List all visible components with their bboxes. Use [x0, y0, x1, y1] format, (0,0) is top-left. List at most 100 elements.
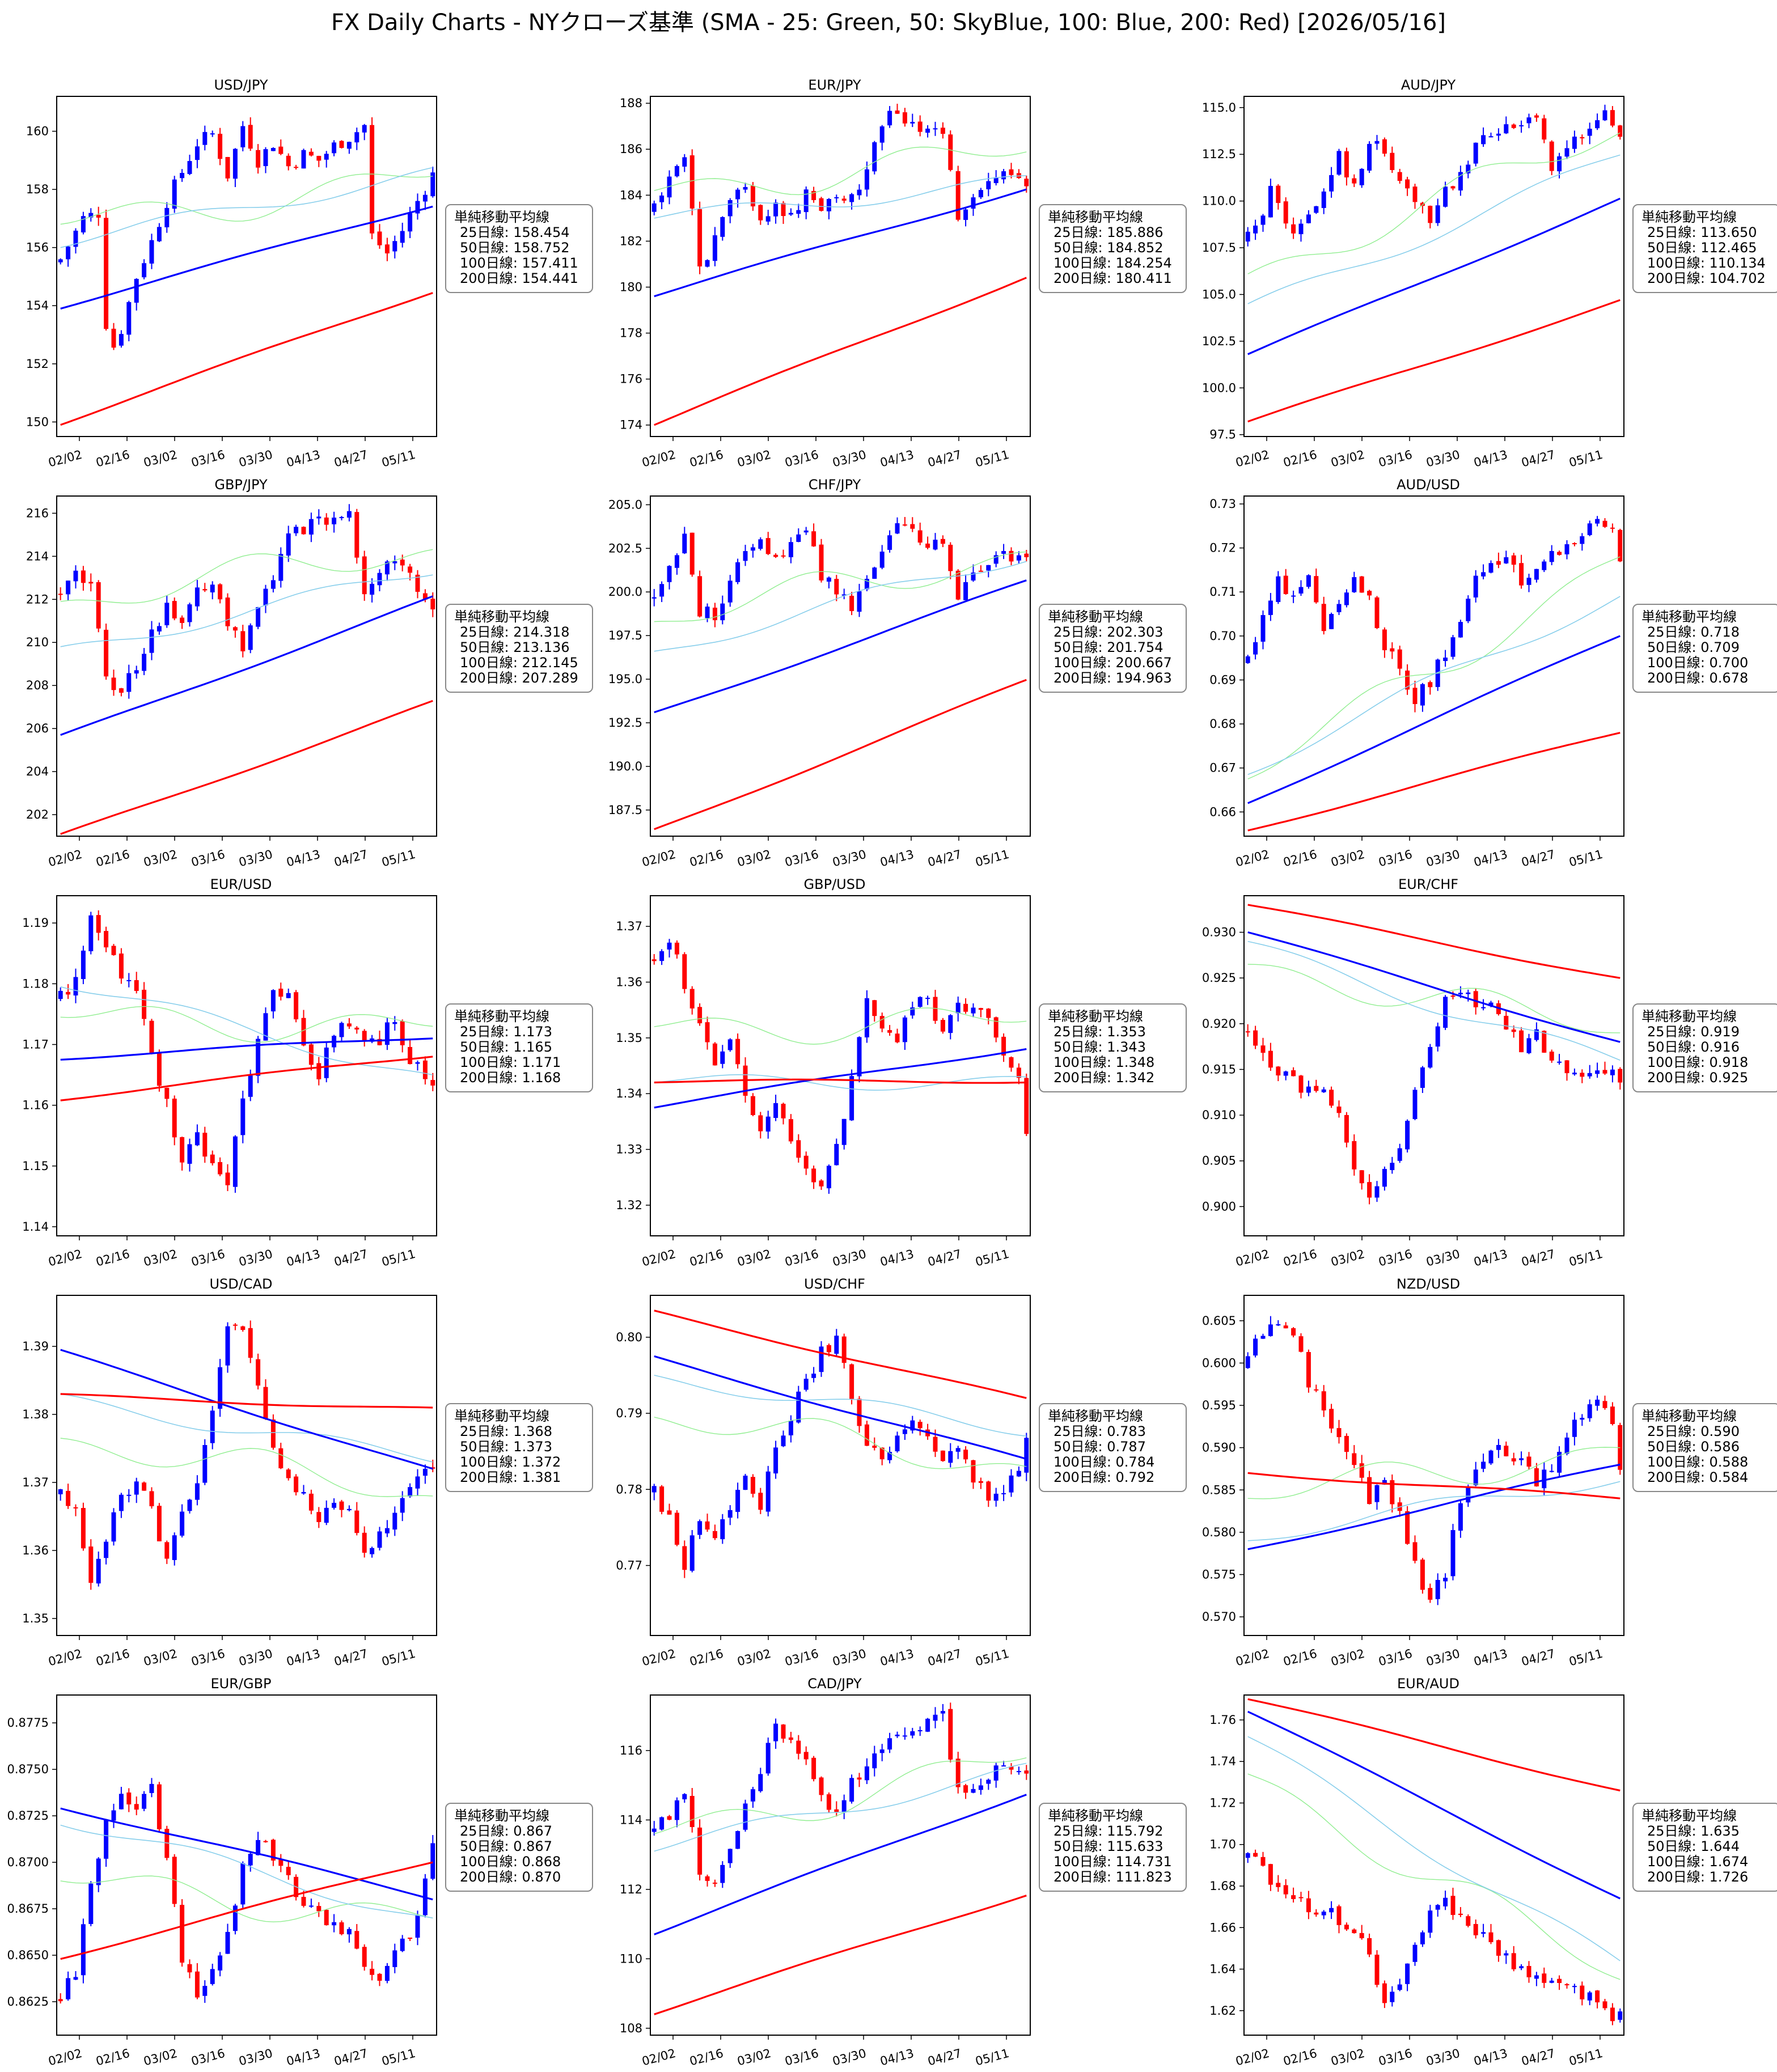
x-tick-label: 03/30	[831, 1647, 868, 1669]
y-tick-label: 1.37	[22, 1476, 49, 1489]
candle-body	[362, 556, 367, 595]
sma25-line	[60, 173, 433, 225]
legend-row-sma25: 25日線: 113.650	[1641, 225, 1775, 240]
candle-body	[1412, 688, 1418, 704]
axes-frame	[650, 495, 1031, 837]
candle-body	[256, 1840, 261, 1855]
candle-body	[324, 1909, 329, 1926]
legend-separator: :	[513, 670, 522, 686]
legend-separator: :	[1700, 1054, 1710, 1070]
legend-row-sma100: 100日線: 184.254	[1048, 256, 1181, 271]
candle-body	[187, 161, 192, 174]
candle-body	[1618, 2011, 1623, 2020]
candle-body	[689, 989, 695, 1009]
y-tick-label: 112	[620, 1883, 642, 1896]
sma-legend: 単純移動平均線 25日線: 1.353 50日線: 1.343 100日線: 1.34…	[1039, 1003, 1187, 1092]
candle-body	[849, 1778, 854, 1802]
y-tick-label: 0.930	[1202, 926, 1236, 939]
candle-body	[826, 1345, 831, 1353]
candles	[651, 104, 1029, 426]
sma25-line	[654, 1417, 1027, 1469]
candle-body	[232, 1136, 238, 1187]
candle-body	[1352, 1453, 1357, 1465]
candle-body	[689, 1535, 695, 1571]
x-tick-label: 03/30	[238, 448, 274, 470]
candle-body	[940, 1711, 945, 1714]
candle-body	[1435, 1579, 1440, 1599]
legend-separator: :	[1700, 255, 1710, 271]
candle-body	[993, 1765, 998, 1781]
candle-body	[1374, 1955, 1380, 1985]
candle-body	[172, 601, 177, 618]
x-tick-label: 03/30	[238, 848, 274, 870]
sma200-line	[654, 1078, 1027, 1084]
legend-value: 185.886	[1107, 224, 1163, 240]
candle-body	[58, 1489, 63, 1494]
candle-body	[134, 980, 139, 991]
sma50-line	[654, 1074, 1027, 1091]
candle-body	[142, 654, 147, 671]
axes-frame	[650, 1295, 1031, 1636]
candle-body	[1458, 993, 1463, 995]
candle-body	[971, 1460, 976, 1483]
candle-body	[415, 574, 420, 592]
candle-body	[887, 1452, 892, 1460]
legend-separator: :	[1691, 224, 1701, 240]
candle-body	[925, 543, 930, 548]
candle-body	[727, 1510, 733, 1518]
x-tick-label: 03/02	[736, 1647, 773, 1669]
candle-body	[377, 231, 382, 245]
candle-body	[1496, 1940, 1501, 1956]
candle-body	[66, 1978, 71, 1999]
sma100-line	[654, 1355, 1027, 1460]
y-tick-label: 0.77	[616, 1559, 642, 1573]
candle-body	[308, 1044, 314, 1065]
legend-separator: :	[1700, 1454, 1710, 1470]
candle-body	[1024, 179, 1029, 187]
candle-body	[370, 125, 375, 234]
candle-body	[978, 1481, 983, 1483]
legend-title: 単純移動平均線	[1641, 609, 1737, 625]
candle-body	[925, 998, 930, 999]
candle-body	[963, 1003, 968, 1012]
candle-body	[705, 1876, 710, 1881]
candle-body	[841, 594, 847, 596]
candle-body	[1001, 1493, 1006, 1494]
sma50-line	[1247, 1481, 1621, 1541]
candle-body	[1526, 1456, 1531, 1467]
candle-body	[720, 603, 725, 621]
y-tick-label: 107.5	[1202, 241, 1236, 255]
candle-body	[1024, 553, 1029, 557]
candle-body	[948, 1451, 953, 1463]
candle-body	[1450, 186, 1456, 189]
legend-label: 25日線	[460, 1024, 505, 1040]
candle-body	[1595, 519, 1600, 524]
x-tick-label: 02/02	[47, 2046, 84, 2069]
candle-body	[362, 1947, 367, 1967]
candle-body	[1016, 1067, 1021, 1078]
candle-body	[149, 240, 154, 264]
candle-body	[187, 1964, 192, 1973]
x-tick-label: 03/02	[142, 848, 179, 870]
legend-label: 200日線	[1053, 1869, 1107, 1885]
candle-body	[66, 1490, 71, 1506]
x-tick-label: 03/16	[784, 1647, 820, 1669]
candle-body	[1397, 1984, 1402, 1990]
candle-body	[66, 581, 71, 595]
x-tick-label: 04/13	[879, 448, 916, 470]
axes-frame	[650, 1694, 1031, 2036]
sma-legend: 単純移動平均線 25日線: 115.792 50日線: 115.633 100日線: …	[1039, 1803, 1187, 1892]
x-tick-label: 03/16	[784, 848, 820, 870]
candle-body	[1359, 576, 1364, 593]
candle-body	[743, 187, 748, 190]
candle-body	[1473, 575, 1478, 598]
candle-body	[1260, 1857, 1266, 1866]
candle-body	[1245, 231, 1250, 242]
candle-body	[955, 1759, 961, 1787]
legend-row-sma25: 25日線: 1.173	[454, 1024, 587, 1040]
candle-body	[765, 1116, 771, 1132]
candle-body	[126, 980, 132, 981]
candle-body	[415, 1476, 420, 1489]
candle-body	[1428, 1588, 1433, 1600]
candle-body	[1534, 569, 1539, 580]
